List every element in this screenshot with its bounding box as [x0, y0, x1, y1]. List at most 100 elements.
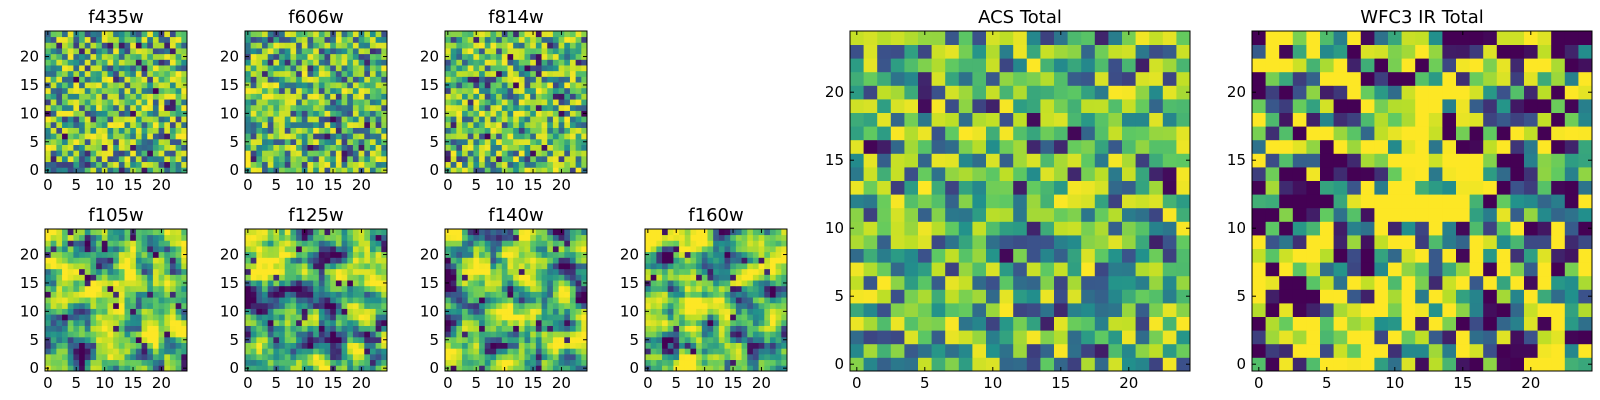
heatmap-cell	[67, 365, 74, 372]
heatmap-cell	[558, 314, 565, 321]
heatmap-cell	[79, 251, 86, 258]
heatmap-cell	[535, 161, 542, 168]
heatmap-cell	[575, 65, 582, 72]
heatmap-cell	[250, 240, 257, 247]
heatmap-cell	[569, 359, 577, 366]
heatmap-cell	[279, 348, 286, 355]
heatmap-cell	[124, 144, 131, 151]
heatmap-cell	[352, 240, 359, 247]
heatmap-cell	[262, 36, 269, 43]
heatmap-cell	[296, 229, 303, 236]
heatmap-cell	[175, 161, 182, 168]
heatmap-cell	[513, 302, 520, 309]
heatmap-cell	[501, 93, 508, 100]
heatmap-cell	[79, 31, 86, 38]
heatmap-cell	[730, 251, 737, 258]
heatmap-cell	[552, 302, 559, 309]
heatmap-cell	[473, 104, 480, 111]
heatmap-cell	[450, 104, 457, 111]
heatmap-cell	[1135, 180, 1150, 195]
heatmap-cell	[496, 150, 503, 157]
heatmap-cell	[130, 144, 137, 151]
heatmap-cell	[375, 229, 382, 236]
heatmap-cell	[479, 59, 486, 66]
heatmap-cell	[364, 353, 371, 361]
heatmap-cell	[279, 76, 286, 83]
heatmap-cell	[352, 257, 359, 264]
heatmap-cell	[364, 65, 371, 72]
heatmap-cell	[972, 167, 987, 181]
heatmap-cell	[690, 291, 697, 298]
heatmap-cell	[256, 116, 263, 123]
heatmap-cell	[904, 262, 919, 277]
heatmap-cell	[369, 353, 377, 361]
heatmap-cell	[479, 82, 486, 89]
heatmap-cell	[101, 268, 108, 275]
heatmap-cell	[662, 336, 669, 343]
heatmap-cell	[301, 319, 308, 326]
heatmap-cell	[256, 167, 263, 174]
heatmap-cell	[552, 116, 559, 123]
heatmap-cell	[456, 87, 463, 94]
heatmap-cell	[558, 127, 565, 134]
heatmap-cell	[245, 121, 252, 128]
heatmap-cell	[352, 127, 359, 134]
heatmap-cell	[769, 246, 777, 253]
heatmap-cell	[518, 167, 525, 174]
heatmap-cell	[999, 194, 1014, 209]
heatmap-cell	[547, 76, 554, 83]
heatmap-cell	[352, 348, 359, 355]
heatmap-cell	[158, 65, 165, 72]
heatmap-cell	[67, 70, 74, 77]
heatmap-cell	[256, 104, 263, 111]
y-tick-label: 5	[229, 133, 239, 151]
heatmap-cell	[507, 246, 514, 253]
heatmap-cell	[724, 302, 731, 309]
heatmap-cell	[564, 150, 571, 157]
heatmap-cell	[524, 308, 531, 315]
heatmap-cell	[84, 150, 91, 157]
heatmap-cell	[1094, 262, 1109, 277]
heatmap-cell	[324, 268, 331, 275]
heatmap-cell	[152, 268, 159, 275]
heatmap-cell	[1067, 316, 1082, 331]
x-tick-label: 20	[552, 176, 571, 194]
y-tick-label: 15	[220, 76, 239, 94]
heatmap-cell	[547, 325, 554, 332]
heatmap-cell	[484, 336, 491, 343]
heatmap-cell	[575, 325, 582, 332]
heatmap-cell	[547, 240, 554, 247]
heatmap-cell	[107, 240, 114, 247]
heatmap-cell	[141, 144, 148, 151]
heatmap-cell	[535, 234, 542, 241]
heatmap-cell	[313, 308, 320, 315]
heatmap-cell	[279, 246, 286, 253]
heatmap-cell	[513, 365, 520, 372]
heatmap-cell	[181, 331, 188, 338]
heatmap-cell	[273, 161, 280, 168]
heatmap-cell	[730, 336, 737, 343]
heatmap-cell	[741, 302, 748, 309]
heatmap-cell	[364, 138, 371, 145]
heatmap-cell	[945, 194, 960, 209]
heatmap-cell	[931, 235, 946, 249]
heatmap-cell	[279, 291, 286, 298]
heatmap-cell	[673, 336, 680, 343]
heatmap-cell	[158, 138, 165, 145]
heatmap-cell	[358, 138, 365, 145]
heatmap-cell	[986, 330, 1000, 345]
heatmap-cell	[347, 365, 354, 372]
heatmap-cell	[369, 234, 377, 241]
heatmap-cell	[130, 234, 137, 241]
heatmap-cell	[73, 138, 80, 145]
heatmap-cell	[96, 353, 103, 361]
heatmap-cell	[999, 153, 1014, 168]
heatmap-cell	[462, 127, 469, 134]
heatmap-cell	[764, 246, 771, 253]
heatmap-cell	[90, 144, 97, 151]
heatmap-cell	[256, 240, 263, 247]
heatmap-cell	[564, 331, 571, 338]
heatmap-cell	[175, 167, 182, 174]
heatmap-cell	[313, 331, 320, 338]
heatmap-cell	[752, 229, 759, 236]
